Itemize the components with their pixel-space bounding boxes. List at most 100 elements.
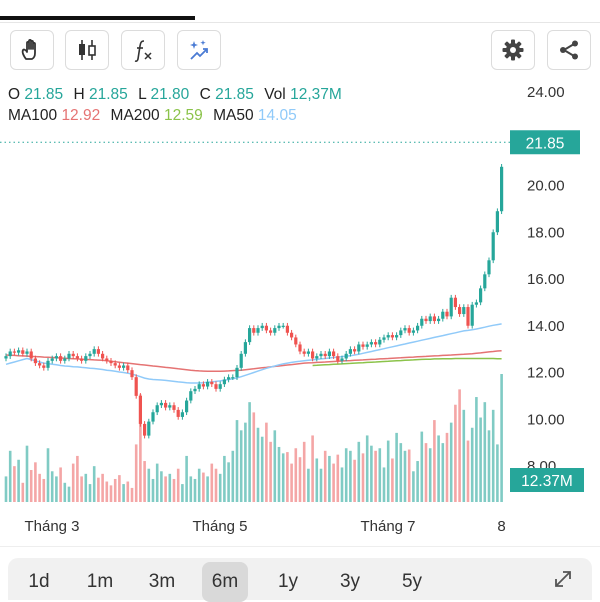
volume-bar bbox=[134, 444, 138, 502]
volume-bar bbox=[126, 481, 130, 502]
candle-body bbox=[29, 351, 33, 359]
candle-body bbox=[63, 358, 67, 361]
y-tick-label: 18.00 bbox=[527, 224, 565, 241]
volume-bar bbox=[353, 459, 356, 502]
y-tick-label: 10.00 bbox=[527, 411, 565, 428]
x-tick-label: Tháng 5 bbox=[192, 518, 247, 535]
volume-bar bbox=[50, 471, 54, 502]
volume-bar bbox=[151, 478, 155, 502]
range-6m-button[interactable]: 6m bbox=[202, 562, 248, 602]
expand-icon bbox=[555, 571, 571, 587]
moving-averages bbox=[5, 323, 502, 384]
range-1y-button[interactable]: 1y bbox=[277, 571, 299, 592]
volume-bar bbox=[403, 450, 407, 502]
volume-bar bbox=[17, 459, 20, 502]
candle-body bbox=[164, 402, 168, 408]
volume-bar bbox=[202, 472, 205, 502]
candle-body bbox=[453, 297, 457, 308]
volume-bar bbox=[357, 441, 361, 502]
range-5y-button[interactable]: 5y bbox=[401, 571, 423, 592]
candles bbox=[4, 163, 504, 439]
volume-bar bbox=[399, 443, 403, 502]
volume-bar bbox=[42, 478, 46, 502]
volume-bar bbox=[4, 476, 8, 502]
candle-body bbox=[109, 360, 113, 364]
ma100-label: MA100 bbox=[8, 107, 58, 124]
y-tick-label: 20.00 bbox=[527, 178, 565, 195]
volume-bar bbox=[462, 409, 466, 502]
last-price-label: 21.85 bbox=[526, 135, 565, 152]
volume-bar bbox=[147, 468, 151, 502]
volume-bar bbox=[491, 409, 495, 502]
candle-body bbox=[201, 384, 205, 387]
volume-bar bbox=[487, 430, 491, 502]
range-3y-button[interactable]: 3y bbox=[339, 571, 361, 592]
share-button[interactable] bbox=[547, 30, 591, 70]
candle-body bbox=[390, 335, 394, 338]
volume-bar bbox=[67, 486, 71, 502]
volume-bar bbox=[223, 455, 226, 502]
volume-bar bbox=[437, 435, 440, 502]
range-3m-button[interactable]: 3m bbox=[148, 571, 176, 592]
candlestick-type-icon bbox=[79, 40, 96, 60]
candle-body bbox=[416, 325, 420, 331]
candle-body bbox=[75, 356, 79, 359]
price-chart[interactable]: 24.0022.0020.0018.0016.0014.0012.0010.00… bbox=[0, 0, 600, 545]
candle-body bbox=[298, 344, 302, 352]
volume-bar bbox=[155, 463, 159, 502]
volume-bar bbox=[101, 473, 104, 502]
volume-bar bbox=[105, 481, 109, 502]
ma-legend: MA100 12.92 MA200 12.59 MA50 14.05 bbox=[8, 106, 297, 126]
volume-bar bbox=[80, 476, 83, 502]
volume-value: 12,37M bbox=[290, 86, 342, 103]
candle-body bbox=[96, 349, 100, 354]
candle-body bbox=[235, 367, 239, 378]
y-tick-label: 24.00 bbox=[527, 84, 565, 101]
candle-body bbox=[479, 288, 483, 303]
x-tick-label: Tháng 7 bbox=[360, 518, 415, 535]
candle-body bbox=[126, 365, 130, 371]
volume-bar bbox=[298, 457, 302, 502]
candle-body bbox=[361, 344, 365, 347]
candle-body bbox=[33, 358, 37, 364]
candle-body bbox=[302, 351, 306, 354]
candle-body bbox=[449, 297, 453, 317]
settings-button[interactable] bbox=[491, 30, 535, 70]
volume-bar bbox=[38, 473, 41, 502]
candle-body bbox=[395, 335, 399, 338]
range-1m-button[interactable]: 1m bbox=[86, 571, 114, 592]
candle-body bbox=[327, 351, 331, 357]
candle-body bbox=[369, 342, 373, 345]
candle-body bbox=[42, 365, 46, 368]
volume-bar bbox=[252, 412, 256, 502]
candle-body bbox=[382, 337, 386, 340]
last-volume-tag bbox=[510, 468, 584, 492]
range-1d-button[interactable]: 1d bbox=[28, 571, 50, 592]
hand-tool-button[interactable] bbox=[10, 30, 54, 70]
volume-bar bbox=[143, 461, 146, 502]
close-value: 21.85 bbox=[215, 86, 254, 103]
candle-body bbox=[260, 325, 264, 329]
candle-body bbox=[185, 400, 189, 413]
volume-bar bbox=[395, 432, 398, 502]
fullscreen-button[interactable] bbox=[552, 568, 574, 595]
bottom-divider bbox=[0, 546, 600, 547]
candle-body bbox=[214, 384, 218, 389]
candle-body bbox=[193, 388, 197, 392]
volume-bar bbox=[420, 431, 424, 502]
volume-bar bbox=[46, 448, 50, 502]
volume-bar bbox=[193, 478, 197, 502]
candlestick-type-button[interactable] bbox=[65, 30, 109, 70]
low-label: L bbox=[138, 86, 147, 103]
volume-bar bbox=[84, 473, 88, 502]
volume-bar bbox=[302, 441, 306, 502]
magic-drawing-button[interactable] bbox=[177, 30, 221, 70]
indicator-fx-button[interactable] bbox=[121, 30, 165, 70]
candle-body bbox=[243, 342, 247, 354]
candle-body bbox=[206, 381, 210, 387]
candle-body bbox=[143, 423, 147, 436]
candle-body bbox=[38, 363, 42, 366]
volume-bar bbox=[21, 482, 25, 502]
price-tags: 21.85 12.37M bbox=[510, 130, 584, 492]
volume-bar bbox=[260, 436, 264, 502]
